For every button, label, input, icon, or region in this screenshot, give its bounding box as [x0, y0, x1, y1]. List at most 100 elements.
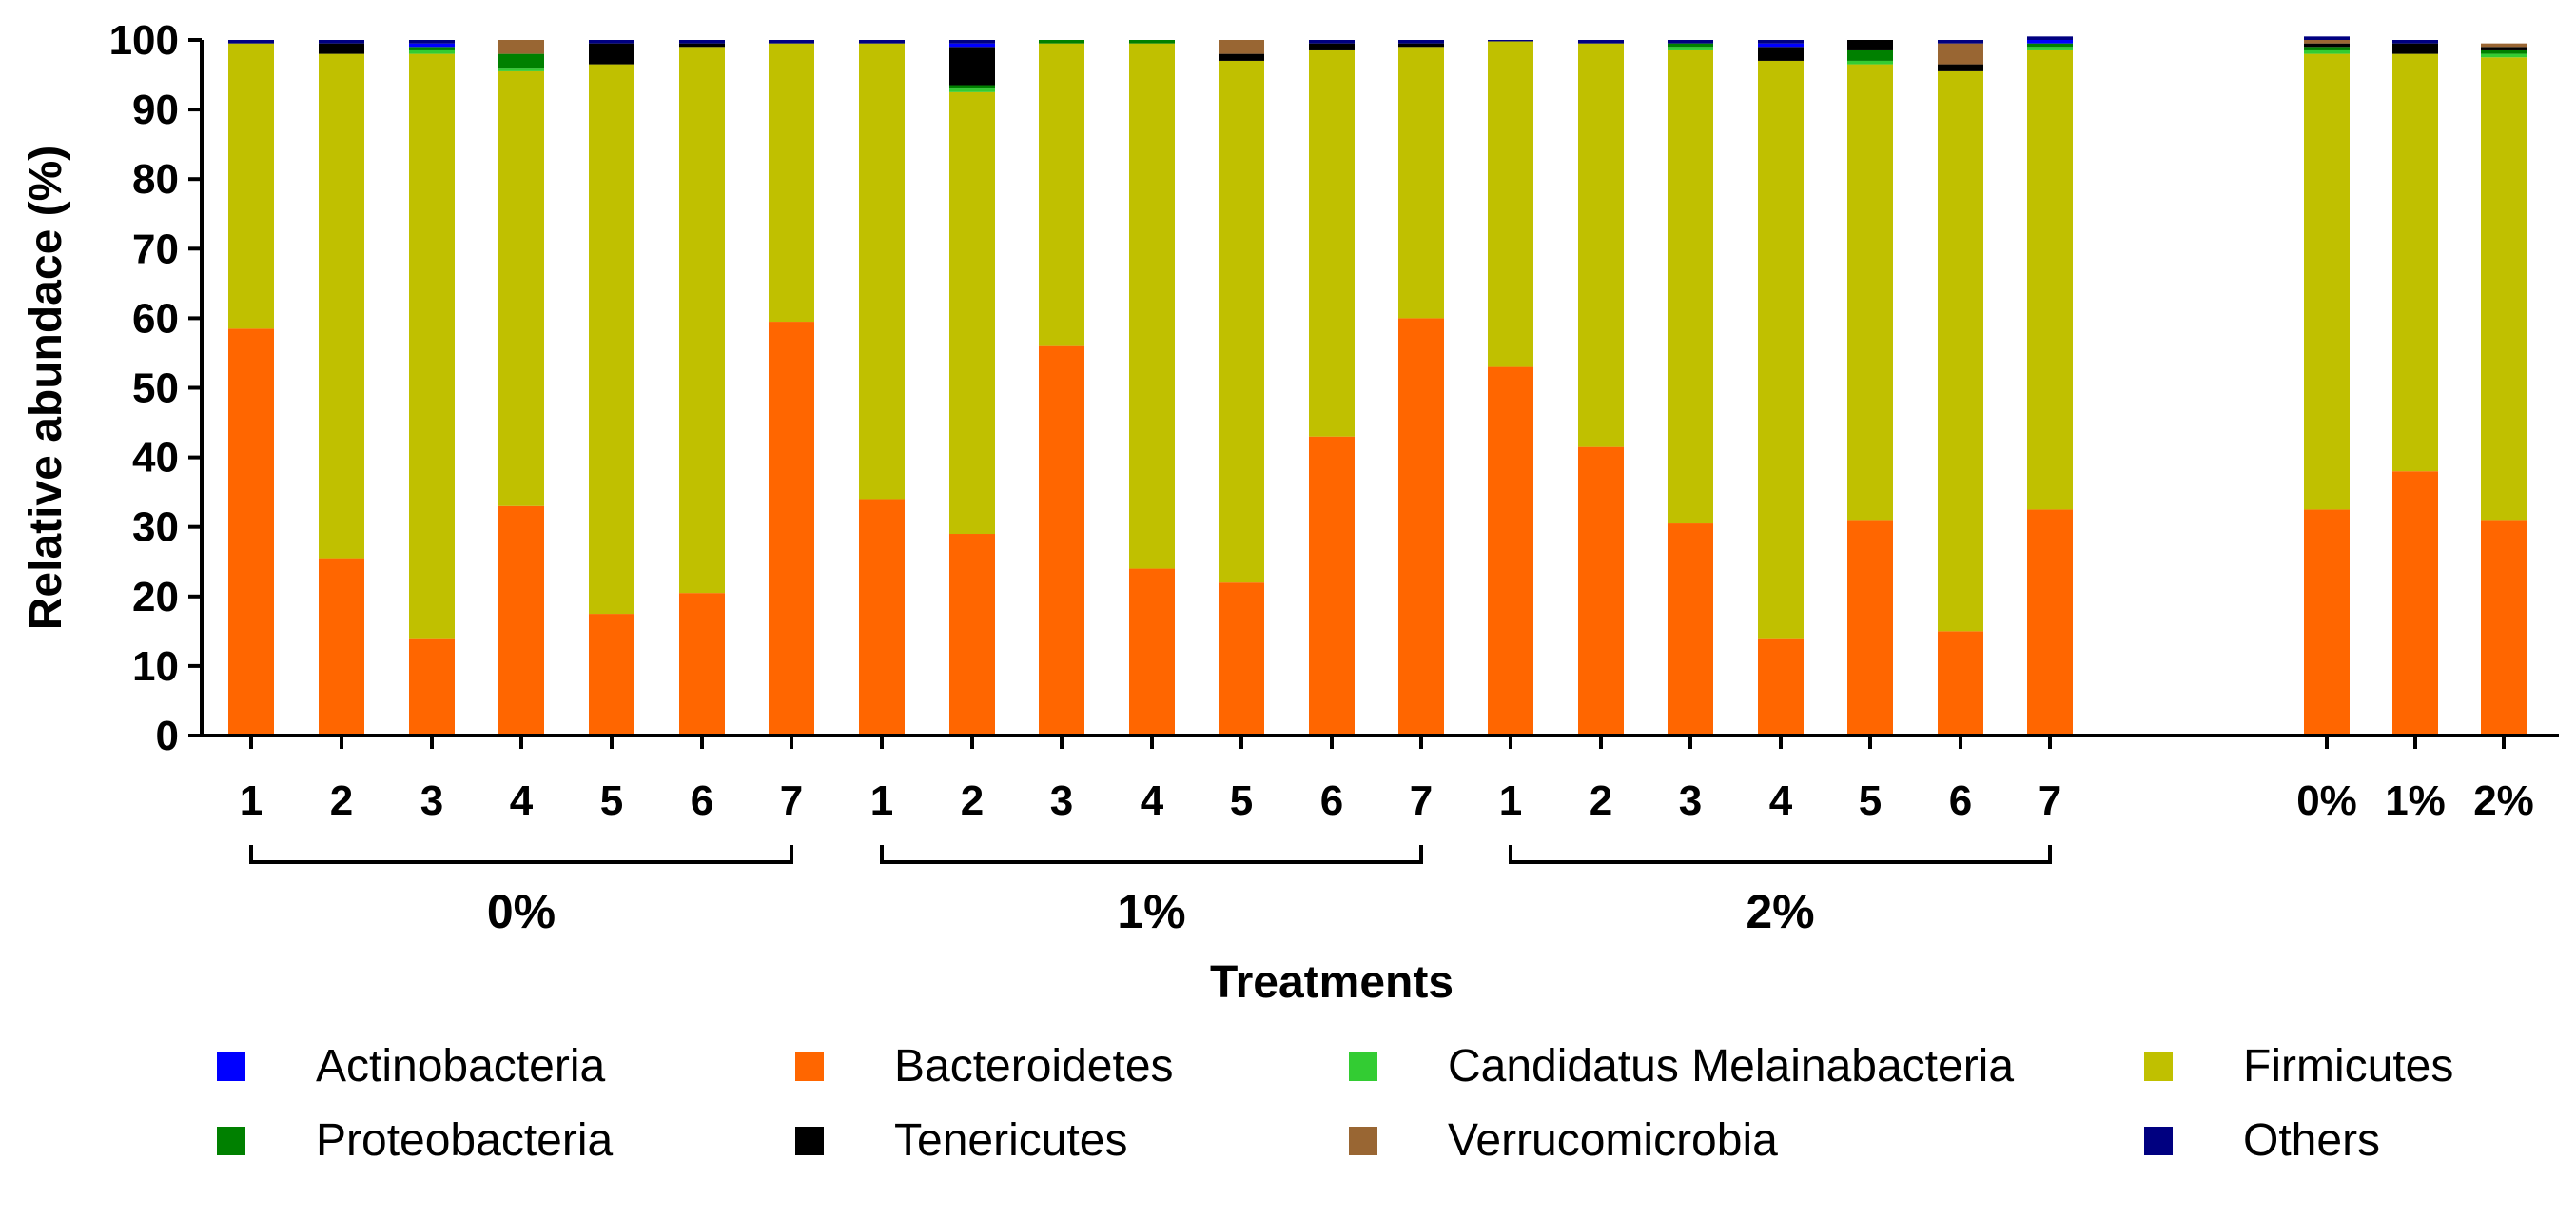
- bar-segment: [1039, 40, 1084, 44]
- bar-segment: [409, 53, 455, 639]
- bar-segment: [1758, 638, 1804, 736]
- bar-segment: [1578, 43, 1624, 447]
- bar-segment: [2481, 520, 2527, 736]
- bar-segment: [1309, 40, 1355, 44]
- bar-segment: [1758, 43, 1804, 48]
- bar-segment: [498, 70, 544, 506]
- bar-segment: [1398, 318, 1444, 736]
- y-tick-label: 90: [132, 87, 179, 133]
- bar-segment: [1847, 40, 1893, 50]
- bar-segment: [409, 49, 455, 54]
- bar-segment: [319, 40, 364, 44]
- bar-segment: [2304, 40, 2350, 44]
- bar-segment: [1938, 631, 1983, 736]
- axes-layer: 0 10 20 30 40 50 60 70 80 90 100 1 2 3 4 5 6 7 1 2 3 4 5 6 7 1 2 3…: [109, 17, 2559, 824]
- group-brackets: 0% 1% 2%: [249, 845, 2052, 938]
- legend-swatch: [1349, 1127, 1377, 1155]
- bar-segment: [409, 43, 455, 48]
- bar-segment: [1398, 47, 1444, 319]
- legend-item: Proteobacteria: [217, 1115, 613, 1166]
- bar-segment: [1938, 40, 1983, 44]
- legend-swatch: [2144, 1052, 2173, 1081]
- legend-label: Verrucomicrobia: [1448, 1115, 1778, 1166]
- bar-stack: [1398, 40, 1444, 736]
- x-tick-label: 5: [600, 777, 623, 824]
- x-tick-label: 2%: [2473, 777, 2534, 824]
- bar-segment: [769, 43, 814, 323]
- bar-segment: [1668, 43, 1713, 48]
- legend-label: Others: [2243, 1115, 2380, 1166]
- bar-segment: [1488, 366, 1533, 736]
- x-tick-label: 3: [1679, 777, 1702, 824]
- bar-segment: [498, 505, 544, 736]
- bar-segment: [1039, 43, 1084, 346]
- bar-segment: [1129, 568, 1175, 736]
- bar-segment: [228, 40, 274, 44]
- bar-segment: [589, 40, 634, 44]
- bar-segment: [1129, 40, 1175, 44]
- bar-segment: [409, 47, 455, 50]
- bar-stack: [319, 40, 364, 736]
- bar-segment: [2481, 57, 2527, 521]
- bar-stack: [679, 40, 725, 736]
- bar-segment: [2027, 43, 2073, 48]
- legend-item: Verrucomicrobia: [1349, 1115, 1778, 1166]
- bar-segment: [2481, 53, 2527, 58]
- bar-segment: [1668, 47, 1713, 50]
- bar-stack: [2027, 36, 2073, 736]
- bar-segment: [1398, 43, 1444, 48]
- bar-segment: [409, 638, 455, 736]
- legend-label: Tenericutes: [894, 1115, 1127, 1166]
- bar-segment: [2304, 47, 2350, 50]
- x-tick-label: 4: [510, 777, 534, 824]
- bar-segment: [949, 40, 995, 44]
- bar-segment: [679, 593, 725, 736]
- bar-segment: [2481, 49, 2527, 54]
- legend-swatch: [217, 1052, 245, 1081]
- legend-item: Tenericutes: [795, 1115, 1127, 1166]
- bar-stack: [228, 40, 274, 736]
- bar-segment: [1668, 49, 1713, 524]
- y-tick-label: 30: [132, 504, 179, 551]
- x-tick-label: 2: [330, 777, 353, 824]
- group-label: 2%: [1746, 885, 1814, 938]
- bar-segment: [1758, 60, 1804, 639]
- bar-segment: [1938, 70, 1983, 632]
- bar-segment: [2304, 509, 2350, 736]
- x-tick-label: 1: [240, 777, 263, 824]
- bar-segment: [2392, 40, 2438, 44]
- bar-segment: [2392, 471, 2438, 736]
- bar-segment: [2027, 49, 2073, 510]
- bar-segment: [2392, 53, 2438, 472]
- legend-label: Bacteroidetes: [894, 1041, 1174, 1091]
- bar-segment: [1488, 41, 1533, 367]
- legend-item: Firmicutes: [2144, 1041, 2453, 1091]
- bar-stack: [589, 40, 634, 736]
- bar-segment: [1847, 64, 1893, 521]
- y-ticks: 0 10 20 30 40 50 60 70 80 90 100: [109, 17, 202, 759]
- bar-segment: [1938, 64, 1983, 71]
- bar-stack: [498, 40, 544, 736]
- bar-segment: [1309, 43, 1355, 50]
- bar-segment: [859, 40, 905, 44]
- bar-stack: [859, 40, 905, 736]
- x-tick-label: 1: [870, 777, 893, 824]
- legend-swatch: [795, 1127, 824, 1155]
- bar-segment: [1578, 446, 1624, 736]
- bar-stack: [1129, 40, 1175, 736]
- group-bracket: [249, 845, 793, 864]
- bar-stack: [1309, 40, 1355, 736]
- bar-segment: [1039, 345, 1084, 736]
- bar-stack: [1488, 40, 1533, 736]
- y-tick-label: 0: [156, 713, 179, 759]
- x-tick-label: 6: [1949, 777, 1972, 824]
- bar-segment: [319, 43, 364, 54]
- legend-label: Proteobacteria: [316, 1115, 613, 1166]
- bar-segment: [1219, 60, 1264, 583]
- group-bracket: [1509, 845, 2052, 864]
- legend-item: Candidatus Melainabacteria: [1349, 1041, 2014, 1091]
- x-tick-label: 1: [1499, 777, 1522, 824]
- bar-segment: [2027, 47, 2073, 50]
- group-bracket: [880, 845, 1423, 864]
